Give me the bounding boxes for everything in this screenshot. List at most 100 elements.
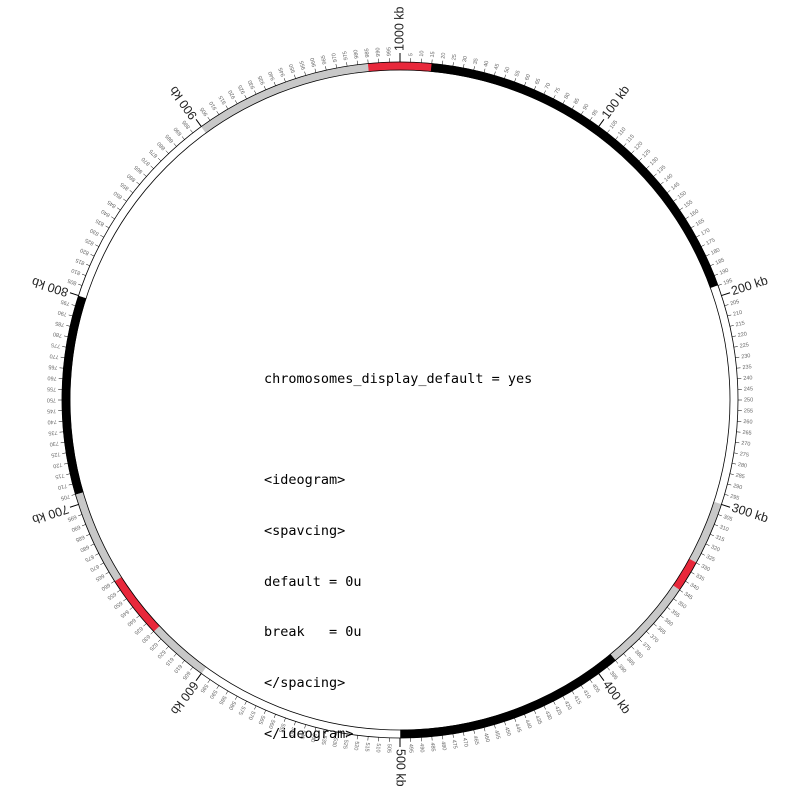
- config-line: <spavcing>: [264, 522, 346, 539]
- minor-tick: [95, 244, 99, 247]
- minor-tick: [216, 685, 220, 689]
- minor-tick: [733, 346, 738, 348]
- minor-tick-label: 720: [52, 461, 62, 469]
- minor-tick-label: 225: [739, 342, 749, 349]
- minor-tick: [717, 514, 722, 517]
- minor-tick: [571, 105, 575, 110]
- minor-tick-label: 565: [257, 714, 266, 725]
- major-tick: [721, 503, 731, 508]
- minor-tick: [701, 244, 705, 247]
- minor-tick: [165, 150, 169, 154]
- minor-tick-label: 260: [743, 419, 753, 426]
- minor-tick: [136, 181, 140, 185]
- minor-tick: [136, 615, 140, 619]
- minor-tick: [653, 173, 657, 177]
- minor-tick: [452, 733, 454, 738]
- minor-tick: [638, 157, 643, 162]
- minor-tick-label: 445: [513, 723, 522, 734]
- minor-tick: [244, 95, 247, 99]
- major-tick: [195, 118, 202, 127]
- minor-tick: [335, 64, 337, 69]
- minor-tick: [562, 696, 565, 700]
- minor-tick-label: 125: [641, 148, 652, 159]
- minor-tick-label: 315: [714, 534, 725, 543]
- minor-tick-label: 545: [298, 729, 306, 739]
- minor-tick-label: 30: [462, 56, 469, 63]
- minor-tick-label: 745: [47, 407, 56, 413]
- minor-tick: [62, 452, 67, 454]
- minor-tick-label: 190: [719, 268, 730, 277]
- minor-tick: [701, 553, 705, 556]
- minor-tick: [494, 71, 496, 76]
- minor-tick: [696, 235, 700, 238]
- minor-tick-label: 345: [683, 591, 694, 601]
- major-tick: [598, 673, 605, 682]
- minor-tick: [304, 71, 306, 76]
- minor-tick: [580, 111, 584, 115]
- minor-tick-label: 760: [47, 374, 57, 381]
- minor-tick: [116, 207, 121, 211]
- minor-tick-label: 70: [544, 82, 552, 90]
- minor-tick: [685, 216, 689, 220]
- minor-tick: [60, 442, 65, 444]
- minor-tick: [473, 66, 475, 71]
- minor-tick-label: 505: [385, 744, 391, 753]
- minor-tick-label: 510: [374, 743, 381, 753]
- minor-tick: [524, 714, 527, 719]
- minor-tick: [696, 562, 700, 565]
- minor-tick: [254, 90, 257, 95]
- minor-tick-label: 420: [563, 700, 573, 711]
- minor-tick-label: 615: [164, 656, 175, 667]
- minor-tick: [356, 735, 358, 740]
- minor-tick-label: 450: [503, 726, 512, 737]
- minor-tick-label: 795: [60, 298, 70, 306]
- minor-tick: [735, 356, 740, 358]
- minor-tick: [553, 95, 556, 99]
- major-tick-label: 200 kb: [730, 273, 770, 298]
- minor-tick: [589, 116, 593, 121]
- major-tick-label: 700 kb: [30, 502, 70, 527]
- minor-tick-label: 965: [320, 55, 328, 65]
- minor-tick: [638, 638, 643, 643]
- minor-tick-label: 340: [689, 582, 700, 592]
- minor-tick: [631, 646, 635, 650]
- minor-tick-label: 185: [715, 257, 726, 266]
- minor-tick: [283, 78, 286, 83]
- minor-tick-label: 285: [735, 473, 745, 481]
- minor-tick-label: 255: [744, 408, 753, 414]
- config-line: </ideogram>: [264, 725, 354, 742]
- minor-tick-label: 735: [48, 429, 58, 436]
- minor-tick: [294, 721, 296, 726]
- minor-tick-label: 530: [330, 737, 338, 747]
- minor-tick-label: 305: [722, 514, 733, 523]
- minor-tick-label: 750: [47, 397, 56, 403]
- config-line: </spacing>: [264, 675, 346, 692]
- minor-tick: [660, 181, 664, 185]
- config-line: <ideogram>: [264, 472, 346, 489]
- minor-tick-label: 10: [419, 50, 425, 56]
- minor-tick-label: 95: [591, 109, 599, 117]
- minor-tick: [325, 729, 327, 734]
- minor-tick: [116, 589, 121, 593]
- minor-tick-label: 475: [450, 739, 457, 749]
- minor-tick: [729, 473, 734, 475]
- minor-tick-label: 625: [148, 641, 159, 652]
- minor-tick: [181, 660, 185, 664]
- minor-tick: [571, 690, 575, 695]
- minor-tick-label: 290: [732, 483, 742, 491]
- minor-tick-label: 465: [472, 735, 480, 745]
- minor-tick: [710, 263, 714, 266]
- minor-tick-label: 810: [71, 267, 82, 276]
- minor-tick-label: 495: [407, 744, 413, 753]
- minor-tick-label: 935: [257, 74, 266, 85]
- minor-tick: [543, 90, 546, 95]
- minor-tick-label: 920: [228, 89, 238, 100]
- config-line: default = 0u: [264, 573, 362, 590]
- minor-tick-label: 45: [494, 63, 501, 71]
- minor-tick-label: 130: [649, 156, 660, 167]
- minor-tick: [724, 304, 729, 306]
- minor-tick-label: 90: [582, 103, 590, 111]
- minor-tick: [543, 705, 546, 710]
- minor-tick: [64, 335, 69, 337]
- minor-tick: [562, 100, 565, 104]
